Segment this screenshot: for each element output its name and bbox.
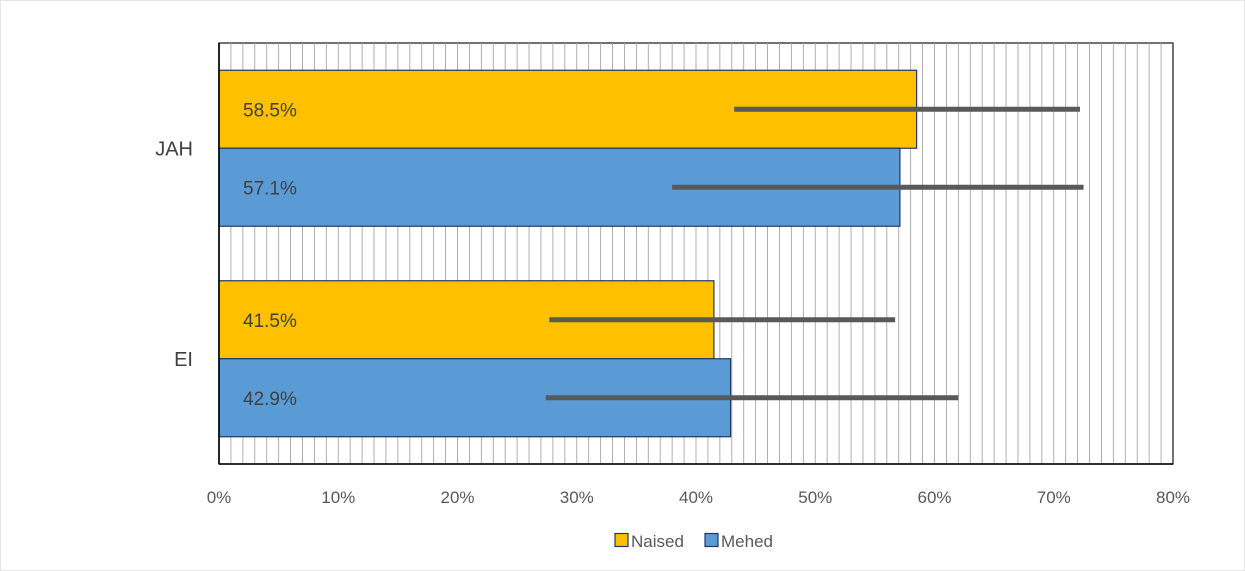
- data-labels: 58.5% 57.1% 41.5% 42.9%: [243, 100, 297, 410]
- error-bars: [545, 106, 1084, 401]
- legend: Naised Mehed: [614, 532, 773, 551]
- legend-label: Mehed: [721, 532, 773, 551]
- x-tick-label: 70%: [1037, 488, 1071, 507]
- axes: JAH EI 0% 10% 20% 30% 40% 50% 60% 70% 80%: [155, 43, 1190, 507]
- data-label: 41.5%: [243, 311, 297, 332]
- x-tick-label: 10%: [321, 488, 355, 507]
- data-label: 57.1%: [243, 178, 297, 199]
- x-tick-label: 0%: [207, 488, 232, 507]
- legend-label: Naised: [631, 532, 684, 551]
- data-label: 58.5%: [243, 100, 297, 121]
- x-tick-label: 80%: [1156, 488, 1190, 507]
- data-label: 42.9%: [243, 389, 297, 410]
- bars: [218, 69, 918, 438]
- category-label: JAH: [155, 138, 193, 160]
- legend-swatch: [614, 532, 629, 548]
- x-tick-label: 50%: [798, 488, 832, 507]
- x-tick-label: 20%: [440, 488, 474, 507]
- category-label: EI: [174, 349, 193, 371]
- x-tick-label: 60%: [917, 488, 951, 507]
- x-tick-label: 40%: [679, 488, 713, 507]
- x-tick-label: 30%: [560, 488, 594, 507]
- legend-swatch: [704, 532, 719, 548]
